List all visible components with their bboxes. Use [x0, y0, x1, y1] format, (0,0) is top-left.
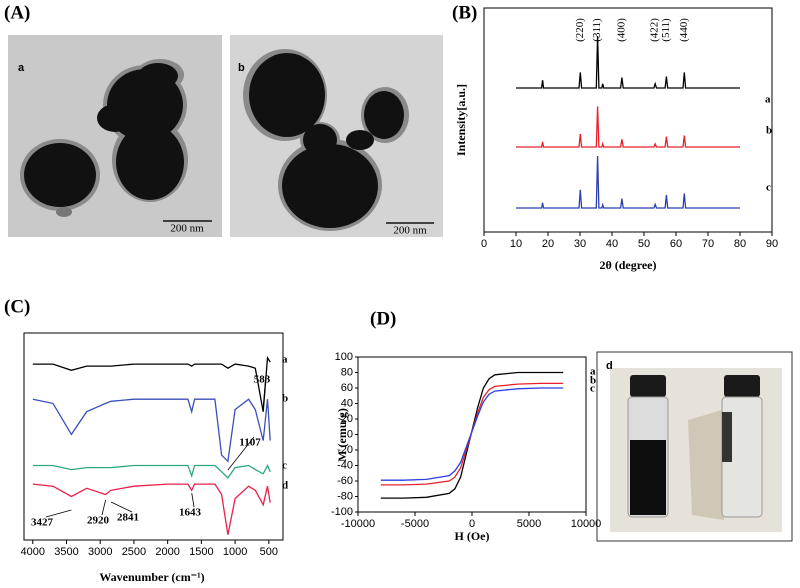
y-tick-label: 40	[341, 397, 353, 409]
series-label: c	[590, 383, 595, 395]
x-tick-label: 1000	[223, 546, 247, 558]
x-tick-label: 5000	[517, 518, 541, 530]
x-tick-label: 1500	[189, 546, 213, 558]
x-tick-label: 2500	[122, 546, 146, 558]
y-tick-label: 0	[347, 428, 353, 440]
x-tick-label: 90	[766, 238, 778, 250]
annotation-arrow	[110, 501, 133, 513]
x-tick-label: -10000	[341, 518, 375, 530]
annotation-arrow	[262, 373, 267, 407]
scale-bar-label: 200 nm	[170, 223, 204, 235]
photo-label: d	[606, 360, 613, 372]
tem-image: a 200 nm	[8, 35, 222, 237]
x-tick-label: 500	[260, 546, 278, 558]
plot-frame	[357, 356, 587, 513]
peak-label: (422)	[649, 18, 661, 42]
x-tick-label: 10000	[571, 518, 602, 530]
x-tick-label: 60	[670, 238, 682, 250]
y-axis-label: M (emu/g)	[335, 408, 349, 462]
x-tick-label: 2000	[155, 546, 179, 558]
y-tick-label: -60	[337, 475, 353, 487]
series-line	[516, 35, 740, 89]
series-line	[380, 371, 564, 499]
series-line	[32, 398, 271, 463]
annotation-arrow	[191, 492, 195, 508]
series-line	[516, 155, 740, 209]
annotation-arrow	[101, 499, 107, 516]
annotation-arrow	[45, 509, 72, 518]
x-tick-label: 0	[469, 518, 475, 530]
series-label: b	[766, 125, 772, 137]
scale-bar-label: 200 nm	[393, 225, 427, 237]
panel-label: (B)	[452, 2, 477, 23]
series-label: a	[282, 354, 288, 366]
y-tick-label: 80	[341, 366, 353, 378]
x-tick-label: 3500	[54, 546, 78, 558]
annotation-arrow	[227, 436, 255, 471]
series-line	[380, 387, 564, 481]
y-axis-label: Intensity[a.u.]	[454, 84, 468, 156]
x-tick-label: 10	[510, 238, 522, 250]
peak-label: (440)	[678, 18, 690, 42]
annotation: 2841	[117, 512, 139, 524]
annotation: 1643	[179, 507, 202, 519]
x-tick-label: 40	[606, 238, 618, 250]
plot-frame	[23, 332, 284, 541]
series-line	[380, 382, 564, 486]
x-tick-label: 4000	[21, 546, 45, 558]
series-label: b	[282, 393, 288, 405]
series-line	[516, 106, 740, 148]
panel-label: (C)	[4, 296, 30, 317]
y-tick-label: -40	[337, 459, 353, 471]
y-tick-label: 60	[341, 382, 353, 394]
peak-label: (311)	[591, 18, 603, 42]
y-tick-label: -20	[337, 444, 353, 456]
tem-image: b 200 nm	[230, 35, 443, 237]
peak-label: (220)	[574, 18, 586, 42]
annotation: 2920	[87, 515, 110, 527]
x-tick-label: 30	[574, 238, 586, 250]
series-label: c	[766, 182, 771, 194]
series-line	[32, 463, 271, 479]
annotation: 583	[254, 374, 271, 386]
panel-label: (D)	[370, 308, 396, 329]
series-label: a	[765, 94, 771, 106]
annotation: 3427	[31, 517, 54, 529]
x-tick-label: 20	[542, 238, 554, 250]
x-tick-label: 3000	[88, 546, 112, 558]
y-tick-label: 20	[341, 413, 353, 425]
photo: d	[596, 351, 793, 542]
series-line	[32, 355, 271, 412]
x-axis-label: Wavenumber (cm⁻¹)	[99, 570, 204, 584]
series-label: a	[590, 366, 596, 378]
series-label: c	[282, 460, 287, 472]
series-line	[32, 483, 271, 535]
y-tick-label: -80	[337, 490, 353, 502]
x-tick-label: 50	[638, 238, 650, 250]
x-tick-label: 80	[734, 238, 746, 250]
x-tick-label: 0	[481, 238, 487, 250]
series-label: b	[590, 375, 596, 387]
y-tick-label: -100	[331, 506, 353, 518]
x-axis-label: 2θ (degree)	[599, 258, 656, 272]
x-tick-label: -5000	[401, 518, 429, 530]
x-tick-label: 70	[702, 238, 714, 250]
panel-label: (A)	[4, 2, 30, 23]
x-axis-label: H (Oe)	[455, 529, 490, 543]
peak-label: (400)	[615, 18, 627, 42]
image-label: a	[18, 62, 25, 74]
annotation: 1107	[239, 437, 261, 449]
series-label: d	[282, 480, 288, 492]
image-label: b	[238, 62, 245, 74]
y-tick-label: 100	[335, 351, 353, 363]
peak-label: (511)	[660, 18, 672, 42]
plot-frame	[483, 7, 773, 233]
